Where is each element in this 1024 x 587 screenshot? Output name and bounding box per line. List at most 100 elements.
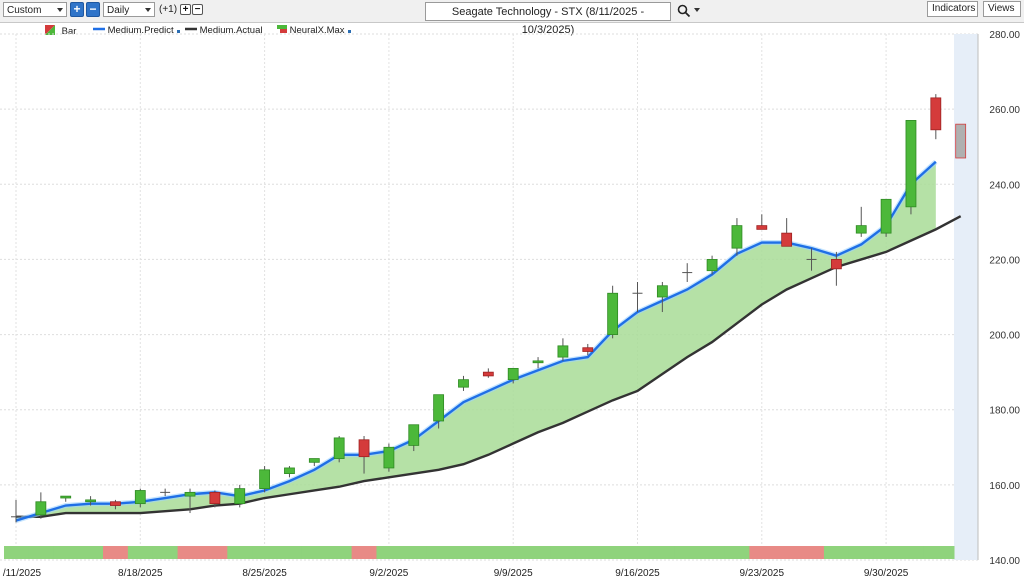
candle-body: [582, 347, 594, 352]
line-swatch-icon: [93, 27, 105, 31]
x-tick-label: 8/25/2025: [242, 568, 287, 579]
candle-body: [781, 232, 793, 247]
views-label: Views: [988, 3, 1015, 14]
candle-body: [209, 491, 221, 505]
candle-body: [656, 285, 668, 298]
x-tick-label: 9/16/2025: [615, 568, 660, 579]
candle-body: [905, 120, 917, 208]
search-menu-chevron-icon[interactable]: [694, 8, 700, 12]
chevron-down-icon: [145, 8, 151, 12]
signal-band-cell: [625, 546, 651, 559]
legend-item-medium-predict: Medium.Predict: [93, 25, 181, 36]
candle-body: [383, 446, 395, 469]
signal-band-cell: [699, 546, 726, 559]
legend-item-bar: Bar: [45, 25, 76, 37]
y-axis: 280.00 260.00 240.00 220.00 200.00 180.00 160.…: [977, 30, 1020, 567]
candle-body: [85, 499, 96, 503]
series-lines: [15, 159, 962, 523]
x-axis: /11/2025 8/18/2025 8/25/2025 9/2/2025 9/9/20…: [3, 568, 909, 579]
candle-body: [110, 501, 121, 506]
candle-body: [482, 371, 494, 377]
y-tick-label: 280.00: [989, 30, 1020, 41]
signal-band-cell: [575, 546, 601, 559]
candle-body: [308, 458, 320, 463]
signal-band-cell: [873, 546, 900, 559]
chart-grid: [0, 33, 978, 561]
signal-band-cell: [202, 546, 228, 559]
series-line-medium-predict: [15, 160, 937, 522]
candle-body: [855, 225, 867, 234]
signal-band-cell: [848, 546, 875, 559]
signal-band-cell: [451, 546, 477, 559]
candle-body: [557, 345, 569, 358]
signal-band-cell: [127, 546, 154, 559]
candle-body: [134, 490, 146, 505]
spread-area: [16, 161, 936, 521]
signal-band-cell: [525, 546, 551, 559]
settings-dot-icon[interactable]: [348, 30, 352, 33]
signal-band-cell: [4, 546, 29, 559]
candle-body: [259, 469, 271, 490]
legend-label-neuralx-max: NeuralX.Max: [289, 25, 345, 36]
legend-item-medium-actual: Medium.Actual: [185, 25, 262, 36]
signal-band-cell: [724, 546, 750, 559]
candle-body: [507, 367, 519, 381]
zoom-in-button[interactable]: +: [70, 2, 84, 17]
x-tick-label: /11/2025: [3, 568, 42, 579]
signal-band-cell: [152, 546, 179, 559]
interval-select[interactable]: Daily: [103, 2, 155, 17]
signal-band-cell: [600, 546, 626, 559]
legend-label-bar: Bar: [61, 26, 77, 37]
candle-body: [184, 491, 196, 497]
y-tick-label: 240.00: [989, 180, 1020, 191]
signal-band-cell: [799, 546, 825, 559]
signal-band-cell: [177, 546, 203, 559]
legend-item-neuralx-max: NeuralX.Max: [277, 25, 352, 36]
period-select-label: Custom: [7, 5, 42, 16]
signal-band-cell: [898, 546, 924, 559]
candle-body: [433, 394, 445, 422]
settings-dot-icon[interactable]: [177, 30, 181, 33]
signal-band-cell: [948, 546, 955, 559]
signal-band-cell: [426, 546, 452, 559]
offset-decrease-button[interactable]: −: [192, 4, 203, 15]
symbol-title[interactable]: Seagate Technology - STX (8/11/2025 - 10…: [425, 2, 671, 36]
candle-body: [607, 292, 619, 335]
y-tick-label: 220.00: [989, 255, 1020, 266]
zoom-out-button[interactable]: −: [86, 2, 100, 17]
legend-label-medium-actual: Medium.Actual: [199, 25, 263, 36]
candle-body: [358, 439, 370, 458]
indicators-button[interactable]: Indicators: [927, 1, 978, 17]
signal-band-cell: [28, 546, 54, 559]
chevron-down-icon: [57, 8, 63, 12]
signal-band-cell: [326, 546, 353, 559]
views-button[interactable]: Views: [983, 1, 1021, 17]
signal-band-cell: [649, 546, 676, 559]
period-select[interactable]: Custom: [3, 2, 67, 17]
signal-band-cell: [475, 546, 502, 559]
bar-swatch-icon: [45, 25, 55, 35]
candle-body: [333, 437, 345, 459]
x-tick-label: 9/9/2025: [494, 568, 533, 579]
signal-band-cell: [53, 546, 79, 559]
candle-body: [408, 424, 420, 446]
offset-increase-button[interactable]: +: [180, 4, 191, 15]
signal-band-cell: [923, 546, 949, 559]
signal-band-cell: [401, 546, 427, 559]
signal-band-cell: [277, 546, 303, 559]
x-tick-label: 8/18/2025: [118, 568, 163, 579]
candle-body: [234, 488, 246, 505]
candle-body: [35, 501, 47, 516]
search-icon[interactable]: [677, 4, 691, 18]
neural-swatch-icon: [277, 25, 287, 33]
y-tick-label: 200.00: [989, 331, 1020, 342]
y-tick-label: 260.00: [989, 105, 1020, 116]
candle-body: [731, 225, 743, 249]
signal-band-cell: [252, 546, 278, 559]
legend-label-medium-predict: Medium.Predict: [107, 25, 174, 36]
signal-band-cell: [227, 546, 253, 559]
signal-band-cell: [823, 546, 850, 559]
signal-band: [4, 546, 955, 559]
candle-body: [880, 198, 892, 234]
